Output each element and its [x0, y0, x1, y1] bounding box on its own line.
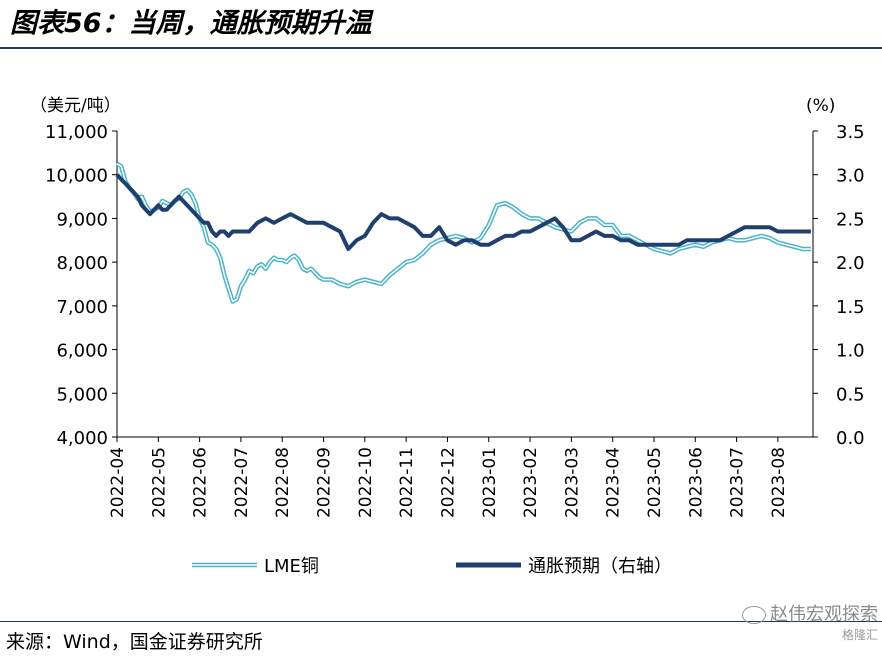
x-tick-label: 2022-09	[315, 447, 335, 518]
series-layer	[115, 161, 811, 304]
watermark-site: 格隆汇	[841, 628, 878, 642]
x-tick-label: 2022-11	[397, 447, 417, 518]
left-tick-label: 8,000	[56, 253, 108, 274]
x-tick-label: 2022-07	[232, 447, 252, 518]
series-inflation-line	[115, 173, 811, 251]
x-tick-label: 2023-02	[521, 447, 541, 518]
right-tick-label: 3.5	[836, 122, 865, 143]
x-tick-label: 2022-05	[149, 447, 169, 518]
wechat-icon	[742, 606, 766, 624]
left-tick-label: 9,000	[56, 209, 108, 230]
left-tick-label: 10,000	[45, 166, 108, 187]
x-tick-label: 2023-07	[728, 447, 748, 518]
left-tick-label: 11,000	[45, 122, 108, 143]
series-lme-line-inner	[116, 163, 811, 303]
x-tick-label: 2022-12	[438, 447, 458, 518]
source-note: 来源：Wind，国金证券研究所	[6, 631, 263, 653]
right-axis-unit: (%)	[806, 96, 835, 116]
right-tick-label: 0.5	[836, 384, 865, 405]
title-divider	[0, 47, 882, 49]
legend-label-lme: LME铜	[264, 556, 319, 577]
watermark: 赵伟宏观探索 格隆汇	[742, 604, 878, 652]
axes: 11,000 10,000 9,000 8,000 7,000 6,000 5,000 4,0…	[45, 122, 865, 518]
left-axis-unit: （美元/吨）	[30, 96, 121, 116]
right-tick-label: 1.5	[836, 297, 865, 318]
x-tick-label: 2023-04	[604, 447, 624, 518]
right-tick-label: 1.0	[836, 341, 865, 362]
right-tick-label: 2.5	[836, 209, 865, 230]
left-tick-label: 6,000	[56, 341, 108, 362]
legend-item-lme: LME铜	[192, 556, 319, 577]
x-tick-label: 2023-01	[480, 447, 500, 518]
left-tick-label: 7,000	[56, 297, 108, 318]
page-title: 图表56：当周，通胀预期升温	[10, 8, 372, 39]
x-tick-label: 2022-04	[108, 447, 128, 518]
right-tick-label: 3.0	[836, 166, 865, 187]
legend: LME铜 通胀预期（右轴）	[192, 556, 672, 577]
x-tick-label: 2022-08	[273, 447, 293, 518]
left-tick-label: 4,000	[56, 428, 108, 449]
left-tick-label: 5,000	[56, 384, 108, 405]
x-tick-label: 2022-10	[356, 447, 376, 518]
right-tick-label: 0.0	[836, 428, 865, 449]
legend-label-inflation: 通胀预期（右轴）	[528, 556, 672, 577]
x-tick-label: 2023-06	[686, 447, 706, 518]
legend-item-inflation: 通胀预期（右轴）	[456, 556, 672, 577]
footer-divider	[0, 621, 882, 622]
watermark-account: 赵伟宏观探索	[770, 604, 878, 625]
right-tick-label: 2.0	[836, 253, 865, 274]
x-tick-label: 2023-08	[769, 447, 789, 518]
chart: （美元/吨） (%) 11,000 10,000 9,000 8,000 7,000 6,…	[30, 96, 865, 577]
x-tick-label: 2023-05	[645, 447, 665, 518]
x-tick-label: 2022-06	[191, 447, 211, 518]
x-tick-label: 2023-03	[562, 447, 582, 518]
